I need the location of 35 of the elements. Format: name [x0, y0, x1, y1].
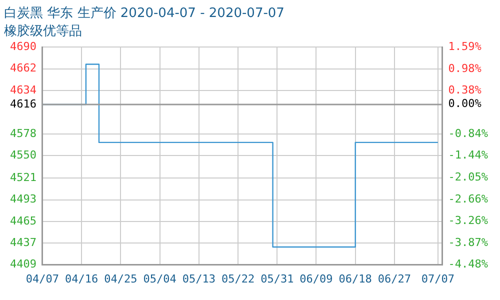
x-tick-label: 05/13	[182, 272, 216, 286]
y-tick-label: 4634	[10, 83, 37, 96]
x-tick-label: 07/07	[421, 272, 454, 286]
x-tick-label: 05/22	[221, 272, 255, 286]
chart-subtitle: 橡胶级优等品	[4, 24, 82, 39]
y-tick-label: 4493	[10, 192, 36, 206]
x-tick-label: 06/09	[300, 272, 333, 286]
y-tick-label: 4690	[10, 40, 36, 54]
y-tick-label: 4465	[10, 214, 36, 228]
x-tick-label: 04/07	[26, 272, 60, 286]
y2-tick-label: -4.48%	[448, 258, 488, 271]
chart-title: 白炭黑 华东 生产价 2020-04-07 - 2020-07-07	[4, 6, 284, 22]
y2-tick-label: 0.00%	[448, 97, 482, 110]
y-tick-label: 4550	[10, 148, 36, 162]
y-tick-label: 4616	[10, 97, 36, 110]
y2-tick-label: -1.44%	[448, 148, 488, 162]
y2-tick-label: 0.98%	[448, 62, 482, 75]
y-tick-label: 4409	[10, 258, 36, 271]
y2-tick-label: -2.05%	[448, 170, 488, 184]
y2-tick-label: 0.38%	[448, 83, 482, 96]
y2-tick-label: 1.59%	[448, 40, 482, 54]
y-tick-label: 4578	[10, 126, 36, 140]
y-tick-label: 4662	[10, 62, 36, 75]
y-tick-label: 4437	[10, 236, 36, 249]
y2-tick-label: -0.84%	[448, 127, 488, 140]
x-tick-label: 05/31	[260, 272, 294, 286]
y2-tick-label: -3.26%	[448, 214, 488, 227]
y2-tick-label: -3.87%	[448, 236, 488, 249]
x-tick-label: 04/25	[104, 272, 138, 286]
x-tick-label: 05/04	[143, 272, 177, 286]
y2-tick-label: -2.66%	[448, 192, 488, 206]
x-tick-label: 04/16	[65, 272, 98, 286]
y-tick-label: 4521	[10, 170, 36, 184]
x-tick-label: 06/27	[378, 272, 412, 286]
x-tick-label: 06/18	[338, 272, 372, 286]
